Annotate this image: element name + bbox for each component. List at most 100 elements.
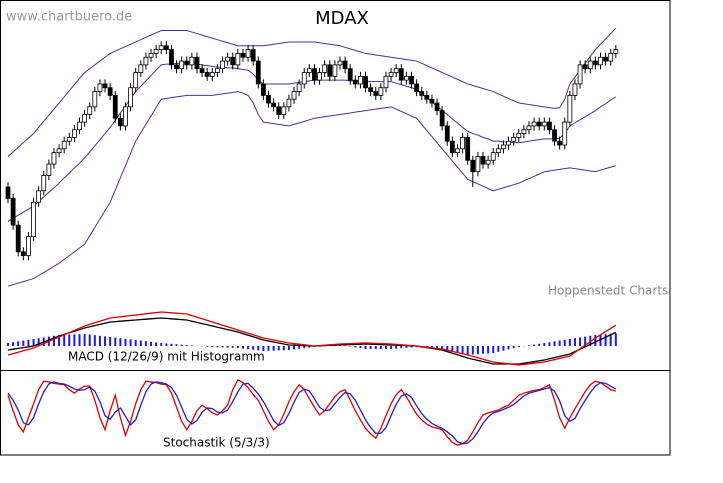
candle-body [220,60,225,70]
candle-body [480,156,486,165]
candle-body [470,159,476,173]
candle-body [82,114,88,123]
plot-layer [5,27,619,446]
candle-body [138,64,144,73]
candle-body [521,129,527,134]
stochastic-line [7,381,617,445]
chart-title: MDAX [315,8,369,29]
candle-body [322,64,328,73]
candle-body [276,106,282,115]
candle-body [123,106,128,127]
candle-body [128,87,133,108]
candle-body [204,72,210,77]
candle-body [485,159,491,165]
candle-body [347,68,353,81]
candle-body [562,121,568,146]
candle-body [378,87,384,96]
candle-body [66,136,72,142]
candle-body [398,68,404,81]
candle-body [41,175,47,192]
candle-body [567,94,573,123]
candle-body [72,129,77,138]
candle-body [102,83,108,89]
candle-body [15,224,21,253]
candle-body [301,72,307,85]
candle-body [363,75,368,89]
band-upper [7,27,617,157]
candle-body [490,152,496,161]
candle-body [87,106,93,115]
candle-body [215,68,220,73]
candle-body [409,75,414,85]
candle-body [613,49,619,54]
candle-body [97,83,103,92]
candle-body [541,121,547,127]
band-middle [7,62,617,222]
candle-body [587,60,593,70]
candle-body [598,56,603,66]
candle-body [501,144,506,150]
candle-body [317,72,322,81]
candle-body [557,140,563,146]
candle-body [112,94,118,119]
candle-body [572,83,578,96]
plot-frame [0,0,671,456]
candle-body [169,49,174,66]
candle-body [20,251,26,257]
candle-body [536,121,542,127]
candle-body [77,121,82,131]
candle-body [153,49,159,54]
candle-body [511,136,517,142]
candle-body [449,140,455,154]
candle-body [184,60,190,66]
candle-body [260,83,266,96]
candle-body [46,163,52,176]
candle-body [373,91,379,96]
candle-body [552,129,557,142]
candle-body [255,60,261,85]
candle-body [61,140,67,150]
candle-body [577,64,583,85]
candle-body [163,45,169,51]
candle-body [235,53,241,66]
candle-body [429,98,435,104]
candle-body [531,121,537,127]
candle-body [444,125,450,142]
candle-body [439,110,445,127]
candle-body [133,72,139,89]
candle-body [291,91,297,100]
candle-body [250,49,256,62]
candle-body [424,94,430,100]
candle-body [312,68,317,81]
macd-label: MACD (12/26/9) mit Histogramm [68,350,265,364]
macd-line [7,311,617,366]
candle-body [358,75,363,85]
band-lower [7,91,616,287]
candle-body [608,53,614,62]
candle-body [199,68,205,73]
candle-body [194,56,200,70]
candle-body [117,117,123,127]
candle-body [296,83,302,92]
stochastic-line [7,378,616,446]
candle-body [455,148,460,154]
candle-body [414,83,420,92]
source-label: Hoppenstedt Charts [548,284,668,298]
candle-body [271,102,277,108]
candle-body [245,49,251,58]
candle-body [225,56,231,62]
candle-body [209,72,215,77]
candle-body [332,64,338,77]
candle-body [547,121,552,131]
candle-body [603,56,608,62]
candle-body [327,64,333,77]
candle-body [26,236,31,257]
candle-body [495,148,501,154]
candle-body [51,152,57,165]
candle-body [179,60,185,70]
candle-body [368,87,374,92]
watermark: www.chartbuero.de [6,10,132,25]
stochastic-label: Stochastik (5/3/3) [163,436,270,450]
